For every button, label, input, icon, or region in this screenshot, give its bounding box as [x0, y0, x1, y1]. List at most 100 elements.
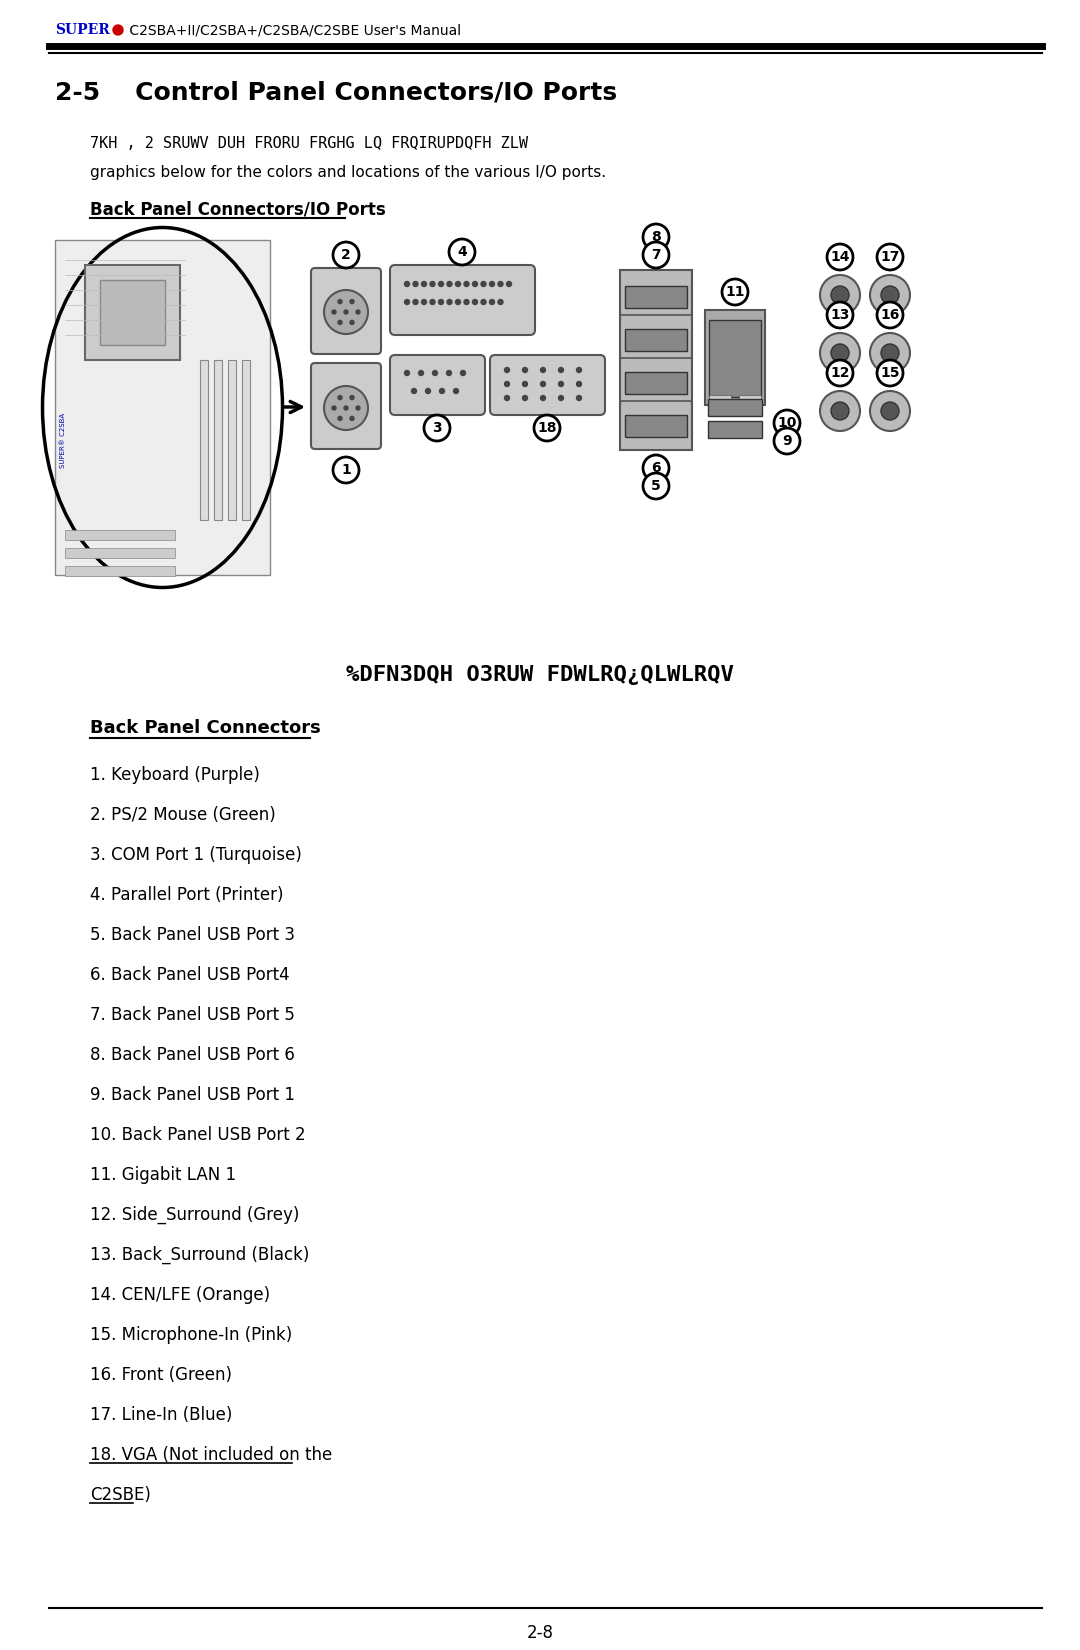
Circle shape: [324, 290, 368, 333]
Circle shape: [324, 386, 368, 431]
Text: 11. Gigabit LAN 1: 11. Gigabit LAN 1: [90, 1167, 237, 1185]
Circle shape: [774, 427, 800, 454]
Text: 14. CEN/LFE (Orange): 14. CEN/LFE (Orange): [90, 1285, 270, 1304]
FancyBboxPatch shape: [214, 360, 222, 520]
Circle shape: [643, 455, 669, 482]
Circle shape: [820, 391, 860, 431]
Circle shape: [473, 300, 477, 305]
FancyBboxPatch shape: [311, 363, 381, 449]
Text: 7: 7: [651, 248, 661, 262]
FancyBboxPatch shape: [65, 566, 175, 576]
Circle shape: [332, 406, 336, 409]
Circle shape: [558, 381, 564, 386]
Circle shape: [643, 474, 669, 498]
Circle shape: [877, 244, 903, 271]
FancyBboxPatch shape: [311, 267, 381, 355]
Circle shape: [831, 285, 849, 304]
Circle shape: [723, 279, 748, 305]
Text: 15. Microphone-In (Pink): 15. Microphone-In (Pink): [90, 1327, 293, 1345]
Text: SUPER® C2SBA: SUPER® C2SBA: [60, 412, 66, 467]
Text: 18. VGA (Not included on the: 18. VGA (Not included on the: [90, 1445, 333, 1464]
FancyBboxPatch shape: [228, 360, 237, 520]
Circle shape: [411, 388, 417, 393]
Circle shape: [870, 276, 910, 315]
Circle shape: [338, 300, 342, 304]
Text: 2: 2: [341, 248, 351, 262]
FancyBboxPatch shape: [708, 394, 731, 401]
Circle shape: [481, 300, 486, 305]
FancyBboxPatch shape: [708, 320, 761, 398]
Circle shape: [473, 282, 477, 287]
Text: 16. Front (Green): 16. Front (Green): [90, 1366, 232, 1384]
Circle shape: [489, 282, 495, 287]
Text: Back Panel Connectors/IO Ports: Back Panel Connectors/IO Ports: [90, 201, 386, 219]
Circle shape: [464, 282, 469, 287]
Circle shape: [643, 243, 669, 267]
Text: 4: 4: [457, 244, 467, 259]
Circle shape: [345, 406, 348, 409]
Text: 6: 6: [651, 460, 661, 475]
Text: 5: 5: [651, 478, 661, 493]
Text: 7KH , 2 SRUWV DUH FRORU FRGHG LQ FRQIRUPDQFH ZLW: 7KH , 2 SRUWV DUH FRORU FRGHG LQ FRQIRUP…: [90, 135, 528, 150]
Circle shape: [446, 371, 451, 376]
Circle shape: [820, 333, 860, 373]
Circle shape: [356, 406, 360, 409]
Text: Back Panel Connectors: Back Panel Connectors: [90, 719, 321, 738]
Circle shape: [827, 244, 853, 271]
Text: 13. Back_Surround (Black): 13. Back_Surround (Black): [90, 1246, 309, 1264]
FancyBboxPatch shape: [705, 310, 765, 404]
Circle shape: [332, 310, 336, 314]
Text: 2. PS/2 Mouse (Green): 2. PS/2 Mouse (Green): [90, 805, 275, 823]
Text: 5. Back Panel USB Port 3: 5. Back Panel USB Port 3: [90, 926, 295, 944]
Circle shape: [421, 282, 427, 287]
Text: graphics below for the colors and locations of the various I/O ports.: graphics below for the colors and locati…: [90, 165, 606, 180]
Circle shape: [350, 416, 354, 421]
Text: 2-5    Control Panel Connectors/IO Ports: 2-5 Control Panel Connectors/IO Ports: [55, 79, 617, 104]
FancyBboxPatch shape: [200, 360, 208, 520]
Text: SUPER: SUPER: [55, 23, 110, 36]
FancyBboxPatch shape: [490, 355, 605, 416]
Text: 13: 13: [831, 309, 850, 322]
Text: 2-8: 2-8: [527, 1624, 554, 1642]
Text: 12. Side_Surround (Grey): 12. Side_Surround (Grey): [90, 1206, 299, 1224]
Circle shape: [464, 300, 469, 305]
Text: 18: 18: [537, 421, 557, 436]
Circle shape: [827, 302, 853, 328]
Circle shape: [405, 371, 409, 376]
Circle shape: [430, 300, 435, 305]
Circle shape: [350, 320, 354, 325]
Circle shape: [413, 282, 418, 287]
Circle shape: [345, 310, 348, 314]
Circle shape: [870, 391, 910, 431]
Circle shape: [456, 282, 460, 287]
Circle shape: [350, 300, 354, 304]
Text: C2SBA+II/C2SBA+/C2SBA/C2SBE User's Manual: C2SBA+II/C2SBA+/C2SBA/C2SBE User's Manua…: [125, 23, 461, 36]
Circle shape: [577, 396, 581, 401]
Circle shape: [421, 300, 427, 305]
Circle shape: [449, 239, 475, 266]
Text: 12: 12: [831, 366, 850, 380]
Circle shape: [577, 368, 581, 373]
Text: 8: 8: [651, 229, 661, 244]
Circle shape: [447, 282, 453, 287]
Text: 3: 3: [432, 421, 442, 436]
Circle shape: [540, 381, 545, 386]
Circle shape: [432, 371, 437, 376]
Circle shape: [430, 282, 435, 287]
FancyBboxPatch shape: [242, 360, 249, 520]
Circle shape: [356, 310, 360, 314]
FancyBboxPatch shape: [739, 394, 761, 401]
Text: 1: 1: [341, 464, 351, 477]
FancyBboxPatch shape: [620, 271, 692, 450]
Text: 8. Back Panel USB Port 6: 8. Back Panel USB Port 6: [90, 1046, 295, 1064]
Circle shape: [438, 282, 444, 287]
Text: 10. Back Panel USB Port 2: 10. Back Panel USB Port 2: [90, 1125, 306, 1143]
Circle shape: [774, 409, 800, 436]
Text: 16: 16: [880, 309, 900, 322]
FancyBboxPatch shape: [390, 266, 535, 335]
Circle shape: [877, 302, 903, 328]
FancyBboxPatch shape: [625, 416, 687, 437]
Circle shape: [424, 416, 450, 441]
Circle shape: [419, 371, 423, 376]
Circle shape: [558, 368, 564, 373]
